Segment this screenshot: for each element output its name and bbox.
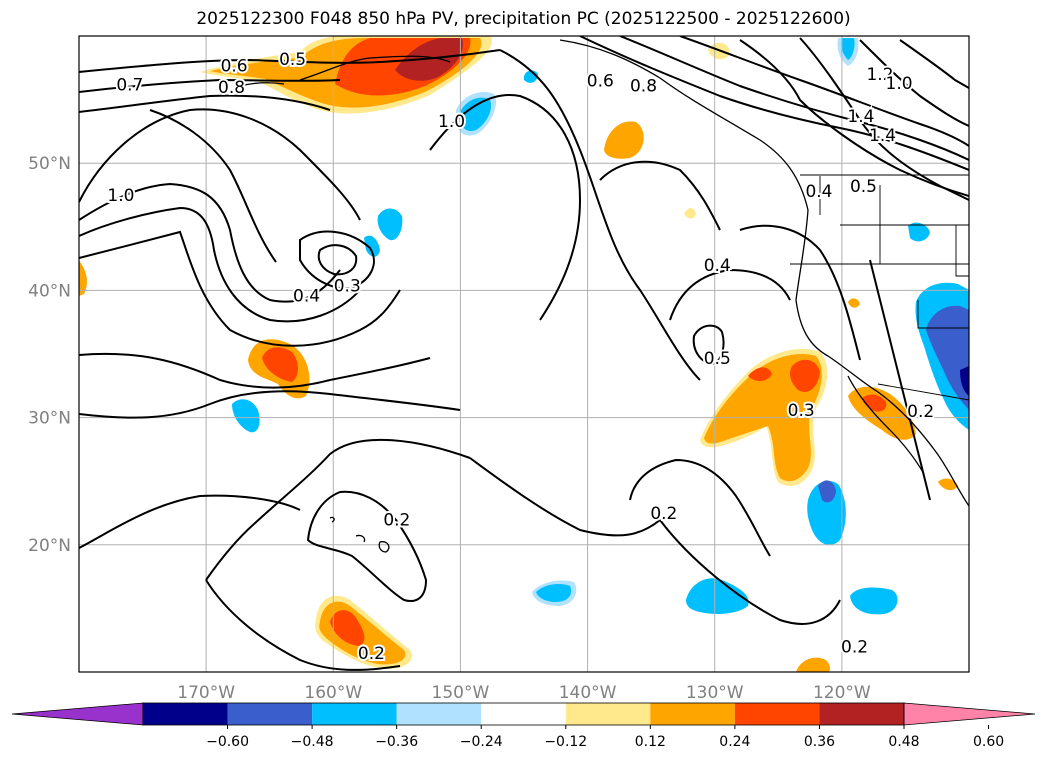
colorbar-segment [565, 703, 651, 725]
pv-contours [79, 36, 969, 671]
map-frame [78, 35, 970, 673]
contour-label: 0.4 [805, 182, 832, 202]
lon-tick-label: 140°W [559, 683, 617, 703]
contour-label: 0.5 [850, 177, 877, 197]
colorbar-tick-label: −0.12 [544, 734, 587, 750]
contour-label: 0.3 [788, 401, 815, 421]
contour-label: 1.4 [847, 107, 874, 127]
colorbar-tick-label: 0.48 [888, 734, 919, 750]
contour-label: 0.3 [334, 276, 361, 296]
latitude-axis-labels: 50°N 40°N 30°N 20°N [28, 154, 71, 556]
colorbar-tick-label: 0.36 [804, 734, 835, 750]
contour-label: 0.5 [704, 349, 731, 369]
contour-label: 0.2 [650, 504, 677, 524]
colorbar-min-extension [11, 702, 144, 726]
country-borders [790, 174, 969, 401]
contour-label: 0.7 [116, 75, 143, 95]
contour-label: 1.0 [886, 74, 913, 94]
contour-label: 1.2 [866, 65, 893, 85]
contour-label: 1.0 [107, 186, 134, 206]
contour-label: 1.0 [438, 112, 465, 132]
pv-contour-labels: 0.6 0.50.7 0.81.01.00.6 0.81.21.01.41.40.4 0… [105, 48, 936, 666]
lon-tick-label: 150°W [432, 683, 490, 703]
contour-label: 0.5 [279, 50, 306, 70]
colorbar-segment [819, 703, 904, 725]
colorbar-tick-label: 0.12 [635, 734, 666, 750]
coastlines [239, 39, 969, 553]
contour-label: 0.6 [587, 72, 614, 92]
contour-label: 0.8 [218, 78, 245, 98]
lon-tick-label: 120°W [813, 683, 871, 703]
contour-label: 0.2 [358, 644, 385, 664]
colorbar-segment [650, 703, 735, 725]
lat-tick-label: 20°N [28, 536, 71, 556]
lon-tick-label: 160°W [304, 683, 362, 703]
figure-title: 2025122300 F048 850 hPa PV, precipitatio… [196, 9, 851, 29]
lat-tick-label: 30°N [28, 409, 71, 429]
colorbar-tick-label: 0.60 [973, 734, 1004, 750]
colorbar-segment [481, 703, 566, 725]
colorbar-segment [734, 703, 820, 725]
contour-label: 0.2 [907, 402, 934, 422]
precipitation-colorbar: −0.60 −0.48 −0.36 −0.24 −0.12 0.12 0.24 0.36 0.4… [11, 702, 1036, 750]
contour-label: 0.2 [841, 638, 868, 658]
colorbar-tick-label: 0.24 [719, 734, 750, 750]
colorbar-tick-label: −0.24 [460, 734, 503, 750]
lon-tick-label: 170°W [177, 683, 235, 703]
lon-tick-label: 130°W [686, 683, 744, 703]
colorbar-frame [142, 702, 905, 726]
colorbar-segment [312, 703, 397, 725]
colorbar-segment [227, 703, 313, 725]
colorbar-tick-label: −0.60 [206, 734, 249, 750]
contour-label: 0.8 [630, 77, 657, 97]
map-plot-area [79, 36, 969, 672]
colorbar-tick-label: −0.48 [291, 734, 334, 750]
contour-label: 0.4 [704, 256, 731, 276]
contour-label: 1.4 [869, 126, 896, 146]
longitude-axis-labels: 170°W 160°W 150°W 140°W 130°W 120°W [177, 683, 871, 703]
contour-label: 0.2 [383, 510, 410, 530]
colorbar-max-extension [903, 702, 1036, 726]
contour-label: 0.4 [293, 286, 320, 306]
lat-tick-label: 50°N [28, 154, 71, 174]
colorbar-segment [396, 703, 482, 725]
lat-tick-label: 40°N [28, 281, 71, 301]
contour-label: 0.6 [221, 56, 248, 76]
colorbar-segment [143, 703, 228, 725]
colorbar-tick-label: −0.36 [375, 734, 418, 750]
